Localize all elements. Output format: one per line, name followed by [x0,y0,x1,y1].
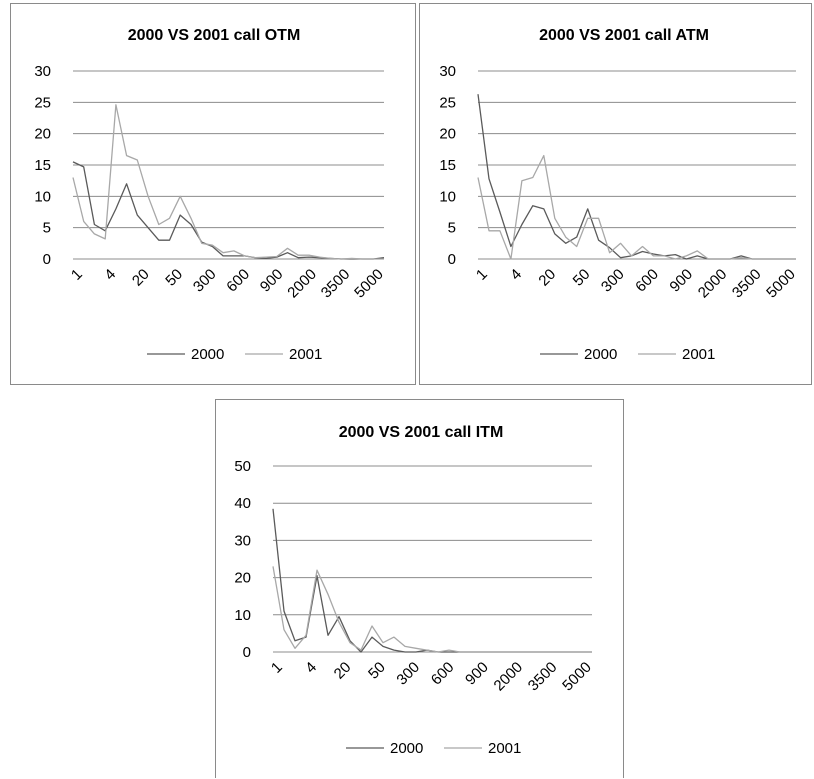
x-tick-label: 4 [101,266,119,284]
legend-label-2000: 2000 [191,346,224,363]
series-line-2001 [272,566,592,653]
legend-label-2000: 2000 [584,346,617,363]
x-tick-label: 50 [365,659,389,683]
y-tick-label: 50 [234,458,251,475]
y-tick-label: 10 [439,188,456,205]
chart-title: 2000 VS 2001 call OTM [128,27,301,44]
x-tick-label: 20 [535,266,559,290]
y-tick-label: 20 [234,570,251,587]
x-tick-label: 50 [162,266,186,290]
y-tick-label: 30 [234,532,251,549]
x-tick-label: 4 [507,266,525,284]
x-tick-label: 2000 [284,266,320,302]
y-tick-label: 25 [34,94,51,111]
y-tick-label: 0 [243,644,251,661]
chart-title: 2000 VS 2001 call ATM [539,27,709,44]
x-tick-label: 5000 [351,266,387,302]
chart-panel-otm: 2000 VS 2001 call OTM 0 5 10 15 20 25 30 1 4 20 50 3… [10,3,416,385]
x-tick-label: 3500 [318,266,354,302]
x-tick-label: 1 [268,659,286,677]
series-line-2001 [477,154,796,260]
y-tick-label: 20 [439,126,456,143]
y-tick-label: 10 [234,607,251,624]
y-tick-label: 15 [34,157,51,174]
x-tick-label: 3500 [729,266,765,302]
x-tick-label: 5000 [763,266,799,302]
y-tick-label: 0 [448,251,456,268]
x-tick-label: 20 [129,266,153,290]
chart-panel-itm: 2000 VS 2001 call ITM 0 10 20 30 40 50 1 4 20 50 30… [215,399,624,778]
legend-label-2000: 2000 [390,740,423,757]
legend-label-2001: 2001 [488,740,521,757]
series-line-2000 [477,94,796,260]
y-tick-label: 5 [43,220,51,237]
chart-title: 2000 VS 2001 call ITM [339,424,504,441]
y-tick-label: 30 [439,63,456,80]
x-tick-label: 600 [223,266,253,296]
y-tick-label: 25 [439,94,456,111]
y-tick-label: 0 [43,251,51,268]
series-line-2001 [72,104,384,260]
x-tick-label: 600 [428,659,458,689]
x-tick-label: 1 [473,266,491,284]
x-tick-label: 2000 [491,659,527,695]
x-tick-label: 2000 [695,266,731,302]
x-tick-label: 3500 [525,659,561,695]
x-tick-label: 50 [570,266,594,290]
x-tick-label: 900 [666,266,696,296]
legend-label-2001: 2001 [682,346,715,363]
chart-panel-atm: 2000 VS 2001 call ATM 0 5 10 15 20 25 30 1 4 20 50 3… [419,3,812,385]
series-line-2000 [272,508,592,653]
y-tick-label: 30 [34,63,51,80]
x-tick-label: 900 [257,266,287,296]
y-tick-label: 20 [34,126,51,143]
x-tick-label: 600 [632,266,662,296]
x-tick-label: 20 [331,659,355,683]
y-tick-label: 5 [448,220,456,237]
x-tick-label: 300 [190,266,220,296]
y-tick-label: 15 [439,157,456,174]
x-tick-label: 300 [393,659,423,689]
y-tick-label: 40 [234,495,251,512]
x-tick-label: 5000 [559,659,595,695]
x-tick-label: 1 [68,266,86,284]
x-tick-label: 900 [462,659,492,689]
series-line-2000 [72,161,385,260]
y-tick-label: 10 [34,188,51,205]
x-tick-label: 300 [598,266,628,296]
x-tick-label: 4 [302,659,320,677]
legend-label-2001: 2001 [289,346,322,363]
